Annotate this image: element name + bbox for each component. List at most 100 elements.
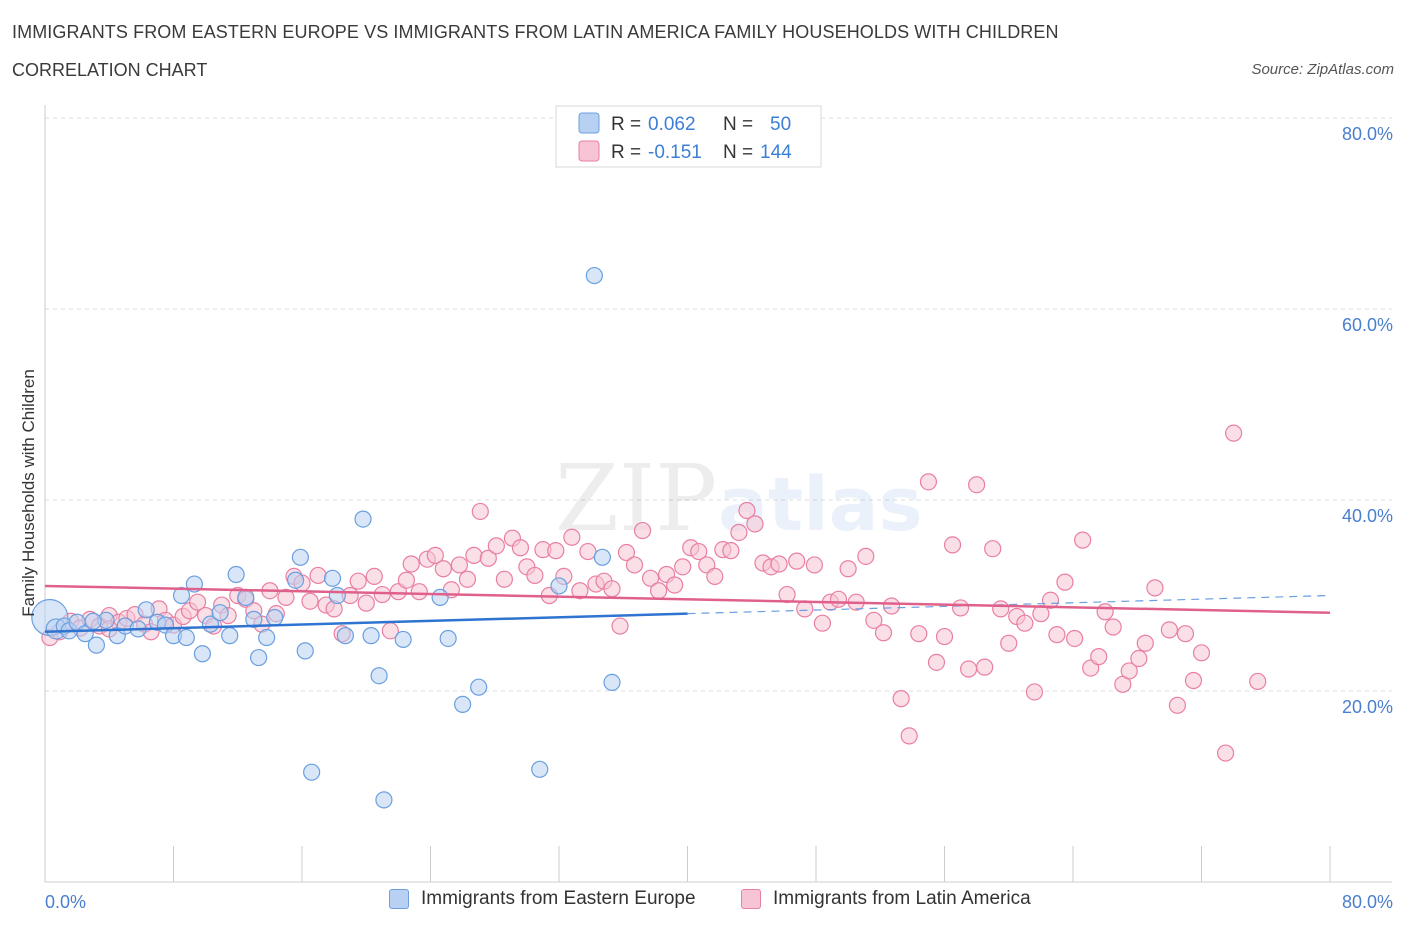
latin-america-point: [1066, 629, 1084, 648]
latin-america-point: [526, 566, 544, 585]
latin-america-point: [188, 593, 207, 611]
eastern-europe-point: [227, 565, 245, 584]
chart-title: IMMIGRANTS FROM EASTERN EUROPE VS IMMIGR…: [12, 22, 1059, 42]
latin-america-point: [1025, 683, 1044, 701]
latin-america-point: [910, 625, 928, 643]
y-tick-label-20: 20.0%: [1342, 697, 1393, 717]
latin-america-point: [633, 521, 652, 540]
latin-america-point: [511, 539, 530, 557]
legend-label-eastern-europe: Immigrants from Eastern Europe: [421, 888, 696, 909]
latin-america-point: [1104, 618, 1122, 636]
stats-r-label-pink: R =: [611, 142, 641, 163]
eastern-europe-point: [177, 628, 195, 647]
latin-america-point: [1160, 621, 1178, 639]
stats-legend-pink-swatch: [578, 140, 600, 162]
latin-america-point: [943, 536, 962, 554]
latin-america-point: [730, 523, 748, 542]
legend-label-latin-america: Immigrants from Latin America: [773, 888, 1031, 909]
latin-america-point: [1056, 573, 1074, 591]
eastern-europe-point: [286, 571, 305, 589]
eastern-europe-point: [585, 266, 603, 285]
latin-america-point: [450, 556, 469, 574]
latin-america-point: [839, 560, 857, 578]
latin-america-point: [674, 558, 692, 576]
eastern-europe-point: [84, 612, 102, 630]
latin-america-point: [641, 569, 660, 587]
latin-america-point: [874, 624, 893, 642]
latin-america-point: [805, 556, 823, 574]
latin-america-point: [1120, 662, 1138, 680]
eastern-europe-point: [193, 645, 212, 663]
latin-america-point: [1249, 672, 1267, 691]
latin-america-point: [465, 546, 483, 564]
latin-america-point: [579, 542, 597, 561]
eastern-europe-point: [375, 791, 393, 809]
latin-america-point: [951, 599, 970, 617]
latin-america-point: [434, 560, 452, 578]
eastern-europe-point: [266, 608, 284, 627]
latin-america-point: [277, 588, 295, 607]
eastern-europe-point: [370, 667, 388, 685]
stats-n-value-blue: 50: [770, 114, 791, 135]
eastern-europe-point: [336, 627, 354, 645]
x-tick-label-min: 0.0%: [45, 892, 86, 912]
eastern-europe-point: [291, 548, 309, 566]
eastern-europe-point: [237, 588, 255, 607]
legend-item-eastern-europe[interactable]: Immigrants from Eastern Europe: [389, 888, 696, 910]
stats-r-value-blue: 0.062: [648, 114, 696, 135]
legend-item-latin-america[interactable]: Immigrants from Latin America: [741, 888, 1031, 910]
latin-america-point: [617, 543, 636, 562]
latin-america-point: [487, 537, 505, 555]
latin-america-point: [1096, 603, 1114, 621]
latin-america-point: [984, 540, 1002, 558]
eastern-europe-point: [431, 588, 449, 607]
trend-line-eastern-europe: [44, 612, 688, 634]
latin-america-point: [309, 566, 327, 585]
latin-america-point: [722, 542, 740, 560]
latin-america-point: [571, 582, 589, 600]
stats-r-value-pink: -0.151: [648, 142, 702, 163]
trend-lines: [44, 584, 1331, 634]
stats-n-label-blue: N =: [723, 114, 753, 135]
stats-r-label-blue: R =: [611, 114, 641, 135]
latin-america-point: [611, 617, 629, 635]
latin-america-point: [603, 580, 621, 598]
latin-america-point: [547, 542, 565, 560]
chart-subtitle: CORRELATION CHART: [12, 60, 208, 80]
eastern-europe-point: [394, 630, 412, 649]
latin-america-point: [410, 583, 428, 601]
latin-america-point: [992, 600, 1010, 618]
y-tick-label-40: 40.0%: [1342, 506, 1393, 526]
eastern-europe-point: [258, 628, 276, 647]
latin-america-point: [1041, 591, 1060, 609]
eastern-europe-point: [470, 678, 488, 696]
svg-text:R = -0.151 N =: R = -0.151 N = 144: [611, 142, 792, 163]
latin-america-point: [770, 555, 788, 573]
eastern-europe-point: [137, 601, 155, 619]
latin-america-point: [900, 727, 918, 745]
latin-america-point: [1136, 634, 1154, 652]
y-tick-label-60: 60.0%: [1342, 315, 1393, 335]
eastern-europe-point: [303, 763, 321, 781]
latin-america-point: [1016, 614, 1034, 632]
x-tick-labels: 0.0% 80.0%: [45, 892, 1393, 912]
source-label: Source: ZipAtlas.com: [1251, 61, 1394, 78]
latin-america-point: [373, 585, 391, 604]
latin-america-point: [1000, 634, 1018, 652]
latin-america-point: [1192, 644, 1211, 662]
latin-america-point: [625, 556, 644, 574]
latin-america-point: [1146, 579, 1164, 597]
eastern-europe-point: [354, 510, 372, 528]
svg-text:R = 0.062 N =: R = 0.062 N = 50: [611, 114, 791, 135]
series-latin-america-points: [41, 424, 1267, 762]
latin-america-point: [1176, 625, 1195, 643]
latin-america-point: [666, 576, 684, 594]
latin-america-point: [1216, 744, 1235, 762]
x-tick-label-max: 80.0%: [1342, 892, 1393, 912]
latin-america-point: [706, 567, 724, 586]
latin-america-point: [829, 590, 848, 608]
stats-legend: R = 0.062 N = 50 R = -0.151 N = 144: [555, 105, 822, 168]
trend-line-eastern-europe-extension: [687, 594, 1331, 615]
eastern-europe-point: [550, 577, 568, 595]
